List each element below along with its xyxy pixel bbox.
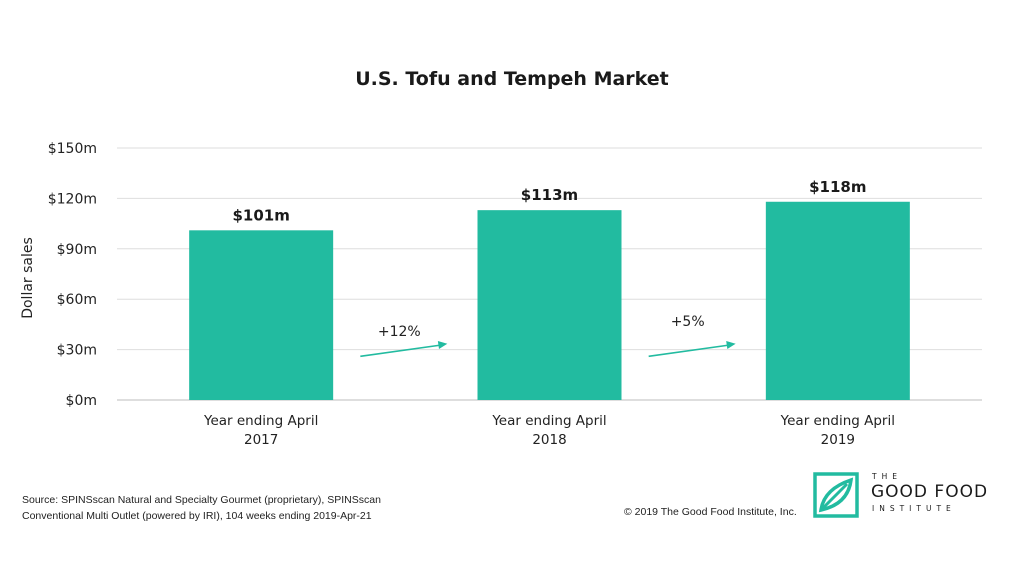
x-tick-label: Year ending April xyxy=(780,413,895,429)
x-tick-label: Year ending April xyxy=(491,413,606,429)
growth-arrow xyxy=(360,344,442,358)
x-tick-label: 2017 xyxy=(244,432,278,448)
source-note: Source: SPINSscan Natural and Specialty … xyxy=(22,492,381,524)
source-note-line-2: Conventional Multi Outlet (powered by IR… xyxy=(22,510,372,522)
data-label: $113m xyxy=(521,186,578,204)
growth-label: +5% xyxy=(671,314,705,330)
leaf-logo-icon xyxy=(813,472,859,518)
y-axis-label: Dollar sales xyxy=(20,237,36,319)
y-tick-label: $30m xyxy=(57,343,97,359)
x-tick-label: Year ending April xyxy=(203,413,318,429)
growth-arrow-head xyxy=(726,341,736,349)
x-tick-label: 2018 xyxy=(532,432,566,448)
growth-label: +12% xyxy=(378,324,421,340)
y-tick-label: $90m xyxy=(57,242,97,258)
y-tick-label: $60m xyxy=(57,292,97,308)
gfi-logo: THE GOOD FOOD INSTITUTE xyxy=(813,470,993,520)
copyright-text: © 2019 The Good Food Institute, Inc. xyxy=(624,506,797,518)
y-tick-label: $120m xyxy=(48,191,97,207)
logo-text-the: THE xyxy=(872,472,902,481)
data-label: $101m xyxy=(232,206,289,224)
source-note-line-1: Source: SPINSscan Natural and Specialty … xyxy=(22,494,381,506)
bar xyxy=(765,201,910,400)
growth-arrow xyxy=(648,344,730,358)
logo-text-good-food: GOOD FOOD xyxy=(871,482,989,502)
bar xyxy=(477,210,622,400)
y-tick-label: $150m xyxy=(48,141,97,157)
bar xyxy=(189,230,334,400)
chart-title: U.S. Tofu and Tempeh Market xyxy=(355,68,669,90)
growth-arrow-head xyxy=(437,341,448,349)
data-label: $118m xyxy=(809,178,866,196)
y-tick-label: $0m xyxy=(66,393,97,409)
x-tick-label: 2019 xyxy=(821,432,855,448)
logo-text-institute: INSTITUTE xyxy=(872,504,956,513)
